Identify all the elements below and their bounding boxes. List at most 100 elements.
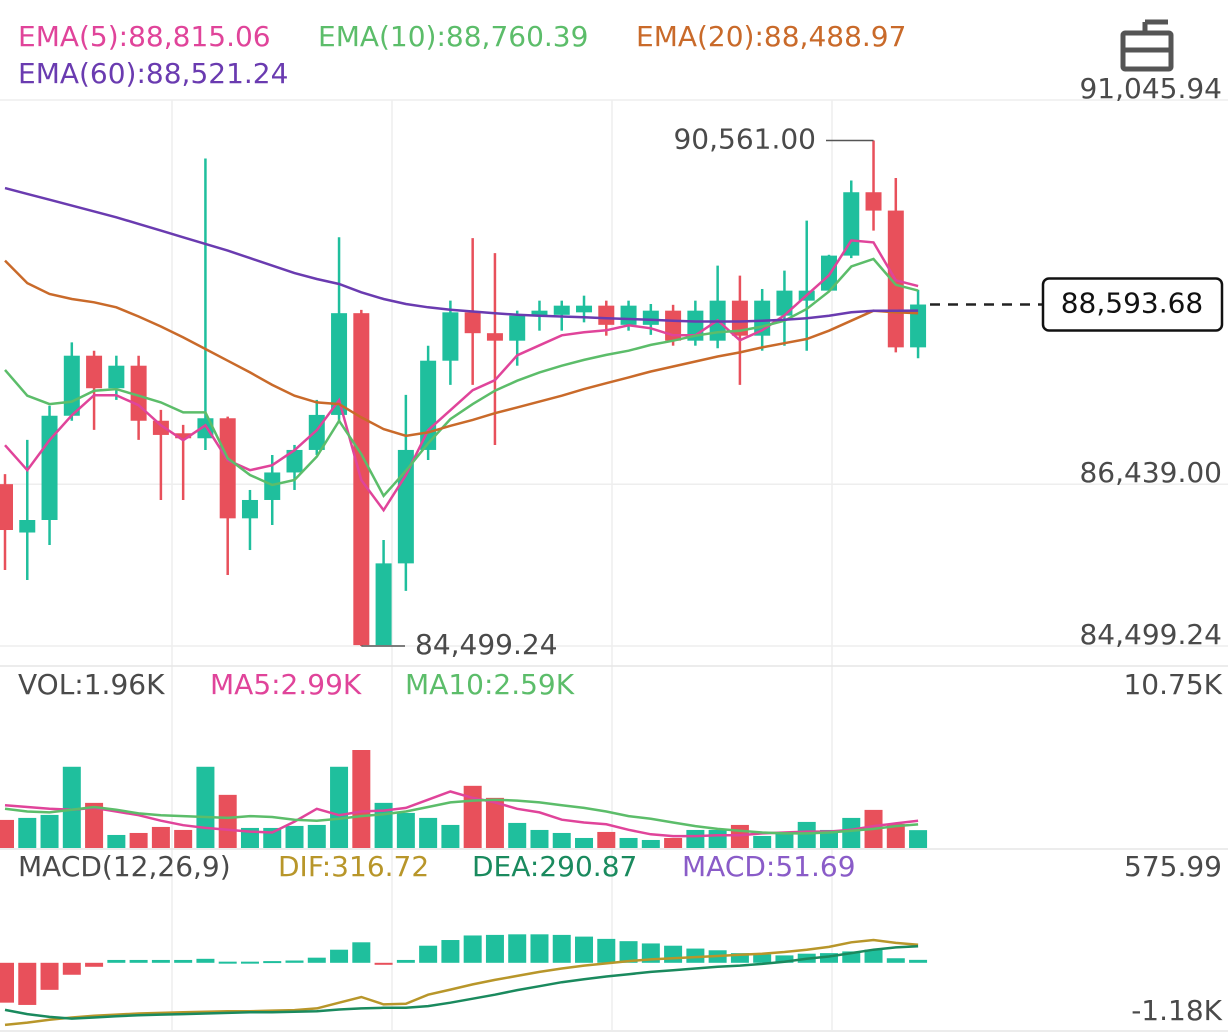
macd-bar xyxy=(842,951,861,963)
series-line xyxy=(4,944,919,1020)
macd-bar xyxy=(485,934,504,963)
candle-body xyxy=(241,499,258,519)
volume-bar xyxy=(107,834,126,848)
legend-entry: EMA(5):88,815.06 xyxy=(18,20,271,53)
volume-bar xyxy=(419,817,438,848)
legend-entry: DIF:316.72 xyxy=(278,850,429,883)
macd-bar xyxy=(174,959,193,963)
volume-bar xyxy=(641,839,660,848)
volume-bar xyxy=(352,750,371,848)
candle-body xyxy=(375,563,392,646)
volume-bar xyxy=(485,797,504,848)
candle-body xyxy=(910,304,927,348)
vertical-grid xyxy=(171,100,833,1030)
candle-body xyxy=(63,355,80,416)
legend-entry: MA5:2.99K xyxy=(210,668,362,701)
candle-body xyxy=(152,420,169,435)
macd-bar xyxy=(18,962,37,1005)
macd-bar xyxy=(62,962,81,975)
candle-body xyxy=(130,365,147,421)
macd-bar xyxy=(753,954,772,963)
volume-bar xyxy=(396,812,415,848)
volume-legend: VOL:1.96K xyxy=(18,668,165,701)
volume-bar xyxy=(196,766,215,848)
macd-bar xyxy=(374,962,393,965)
candle-body xyxy=(442,312,459,361)
volume-bar xyxy=(552,832,571,848)
macd-bar xyxy=(909,959,928,963)
macd-bar xyxy=(352,942,371,963)
candle-body xyxy=(843,192,860,256)
layout-icon[interactable] xyxy=(1120,19,1174,72)
candle-body xyxy=(509,315,526,341)
legend-entry: MA10:2.59K xyxy=(405,668,575,701)
macd-legend: MACD(12,26,9) xyxy=(18,850,231,883)
macd-bar xyxy=(508,934,527,963)
macd-hist-legend: MACD:51.69 xyxy=(682,850,856,883)
candle-body xyxy=(486,333,503,341)
volume-bar xyxy=(530,829,549,848)
volume-bar xyxy=(174,829,193,848)
annotation-label: 84,499.24 xyxy=(415,628,558,661)
volume-bar xyxy=(0,819,14,848)
volume-bar xyxy=(730,824,749,848)
volume-bar xyxy=(40,814,59,848)
volume-bar xyxy=(129,832,148,848)
candle-body xyxy=(642,310,659,325)
candle-body xyxy=(41,415,58,521)
volume-bar xyxy=(151,826,170,848)
macd-bar xyxy=(530,934,549,963)
macd-bar xyxy=(597,938,616,963)
macd-bar xyxy=(307,957,326,963)
y-tick-label: 91,045.94 xyxy=(1079,72,1222,105)
macd-bar xyxy=(619,941,638,963)
volume-bar xyxy=(85,802,104,848)
volume-bar xyxy=(909,830,928,848)
candle-body xyxy=(598,305,615,325)
legend-entry: EMA(60):88,521.24 xyxy=(18,57,288,90)
y-tick-label: 86,439.00 xyxy=(1079,456,1222,489)
volume-bar xyxy=(708,829,727,848)
macd-bar xyxy=(396,959,415,963)
macd-bar xyxy=(463,935,482,963)
macd-bar xyxy=(864,949,883,963)
series-line xyxy=(4,186,919,323)
macd-bar xyxy=(575,936,594,963)
macd-bar xyxy=(263,961,282,964)
series-line xyxy=(4,798,919,835)
candle-body xyxy=(286,449,303,473)
macd-bar xyxy=(819,953,838,963)
macd-bar xyxy=(240,961,259,964)
macd-bar xyxy=(0,962,14,1003)
volume-bar xyxy=(575,837,594,848)
legend-entry: EMA(20):88,488.97 xyxy=(636,20,906,53)
candle-body xyxy=(0,484,13,531)
macd-min-label: -1.18K xyxy=(1131,994,1222,1027)
candle-body xyxy=(731,300,748,336)
volume-bar xyxy=(619,837,638,848)
candle-body xyxy=(308,414,325,450)
candle-body xyxy=(19,520,36,533)
volume-max-label: 10.75K xyxy=(1123,668,1222,701)
macd-max-label: 575.99 xyxy=(1124,850,1222,883)
macd-bar xyxy=(40,962,59,990)
candle-body xyxy=(397,449,414,564)
candle-body xyxy=(86,355,103,389)
candle-body xyxy=(553,305,570,315)
annotation-label: 90,561.00 xyxy=(673,122,816,155)
macd-bar xyxy=(107,959,126,963)
macd-bar xyxy=(129,959,148,963)
macd-bar xyxy=(285,960,304,963)
candle-body xyxy=(865,192,882,211)
volume-bar xyxy=(886,823,905,848)
volume-bar xyxy=(819,829,838,848)
macd-bar xyxy=(85,962,104,967)
volume-bar xyxy=(285,825,304,848)
y-tick-label: 84,499.24 xyxy=(1079,618,1222,651)
series-line xyxy=(4,938,919,1027)
macd-bar xyxy=(330,949,349,963)
macd-bar xyxy=(886,958,905,963)
candle-body xyxy=(620,305,637,325)
candle-body xyxy=(331,313,348,415)
series-line xyxy=(4,259,919,438)
